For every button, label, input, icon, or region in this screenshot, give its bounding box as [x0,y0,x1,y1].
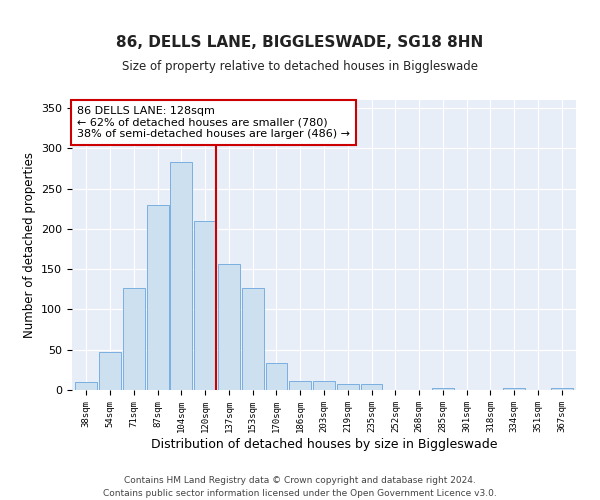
Bar [289,381,311,390]
Bar [432,388,454,390]
Bar [242,288,263,390]
Bar [218,264,240,390]
Bar [76,382,97,390]
Text: 86 DELLS LANE: 128sqm
← 62% of detached houses are smaller (780)
38% of semi-det: 86 DELLS LANE: 128sqm ← 62% of detached … [77,106,350,139]
Bar [99,352,121,390]
Text: Contains HM Land Registry data © Crown copyright and database right 2024.: Contains HM Land Registry data © Crown c… [124,476,476,485]
X-axis label: Distribution of detached houses by size in Biggleswade: Distribution of detached houses by size … [151,438,497,450]
Text: Contains public sector information licensed under the Open Government Licence v3: Contains public sector information licen… [103,488,497,498]
Bar [170,162,192,390]
Bar [123,288,145,390]
Text: 86, DELLS LANE, BIGGLESWADE, SG18 8HN: 86, DELLS LANE, BIGGLESWADE, SG18 8HN [116,35,484,50]
Bar [146,204,169,390]
Bar [551,388,572,390]
Bar [313,381,335,390]
Bar [194,221,216,390]
Bar [266,364,287,390]
Bar [361,384,382,390]
Y-axis label: Number of detached properties: Number of detached properties [23,152,35,338]
Text: Size of property relative to detached houses in Biggleswade: Size of property relative to detached ho… [122,60,478,73]
Bar [337,384,359,390]
Bar [503,388,525,390]
